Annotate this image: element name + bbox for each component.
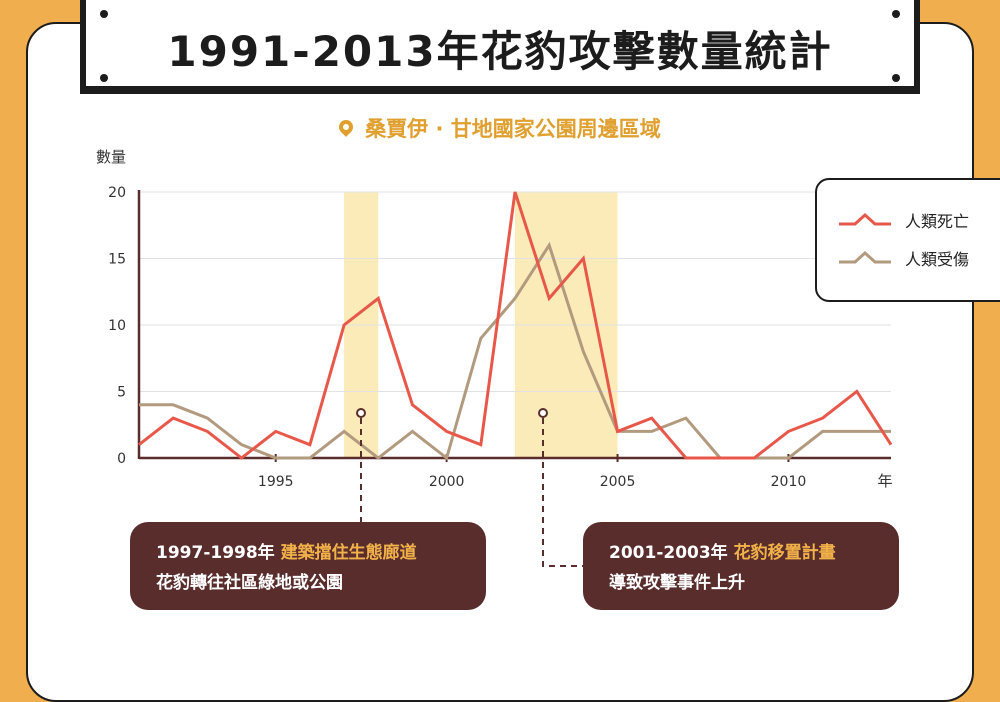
callout-highlight: 建築擋住生態廊道 <box>280 543 417 563</box>
legend-item-deaths: 人類死亡 <box>837 208 969 232</box>
line-chart: 0 5 10 15 20 1995 2000 2005 2010 年 <box>108 185 893 567</box>
callout-2001: 2001-2003年 花豹移置計畫 導致攻擊事件上升 <box>583 522 899 610</box>
callout-1997: 1997-1998年 建築擋住生態廊道 花豹轉往社區綠地或公園 <box>130 522 486 610</box>
series-line-deaths <box>138 191 893 460</box>
x-tick-label: 2000 <box>429 474 465 490</box>
banner-dot <box>892 74 900 82</box>
x-axis-label: 年 <box>877 472 892 490</box>
banner-dot <box>892 10 900 18</box>
callout-period: 2001-2003年 <box>609 543 728 563</box>
legend-item-injuries: 人類受傷 <box>837 246 969 270</box>
x-tick-label: 2010 <box>771 474 807 490</box>
chart-legend: 人類死亡 人類受傷 <box>815 178 1000 302</box>
legend-label: 人類受傷 <box>905 250 970 269</box>
subtitle-text: 桑賈伊 · 甘地國家公園周邊區域 <box>365 117 661 141</box>
chart-subtitle: 桑賈伊 · 甘地國家公園周邊區域 <box>0 113 1000 143</box>
callout-marker <box>356 408 366 418</box>
x-tick-label: 1995 <box>258 474 294 490</box>
callout-marker <box>538 408 548 418</box>
banner-dot <box>100 10 108 18</box>
y-tick-label: 10 <box>108 318 126 334</box>
x-tick-label: 2005 <box>600 474 636 490</box>
title-banner: 1991-2013年花豹攻擊數量統計 <box>80 0 920 94</box>
y-tick-label: 20 <box>108 185 126 201</box>
callout-highlight: 花豹移置計畫 <box>733 543 836 563</box>
y-tick-label: 5 <box>117 385 126 401</box>
callout-text: 導致攻擊事件上升 <box>609 573 745 593</box>
series-line-injuries <box>139 241 891 461</box>
y-tick-label: 0 <box>117 451 126 467</box>
y-tick-label: 15 <box>108 252 126 268</box>
legend-label: 人類死亡 <box>905 212 970 231</box>
callout-period: 1997-1998年 <box>156 543 275 563</box>
page-title: 1991-2013年花豹攻擊數量統計 <box>167 27 833 76</box>
callout-connector <box>542 418 583 567</box>
callout-text: 花豹轉往社區綠地或公園 <box>156 573 343 593</box>
y-axis-label: 數量 <box>96 148 127 166</box>
legend-line-injuries-icon <box>839 250 891 264</box>
legend-line-deaths-icon <box>839 212 891 226</box>
banner-dot <box>100 74 108 82</box>
